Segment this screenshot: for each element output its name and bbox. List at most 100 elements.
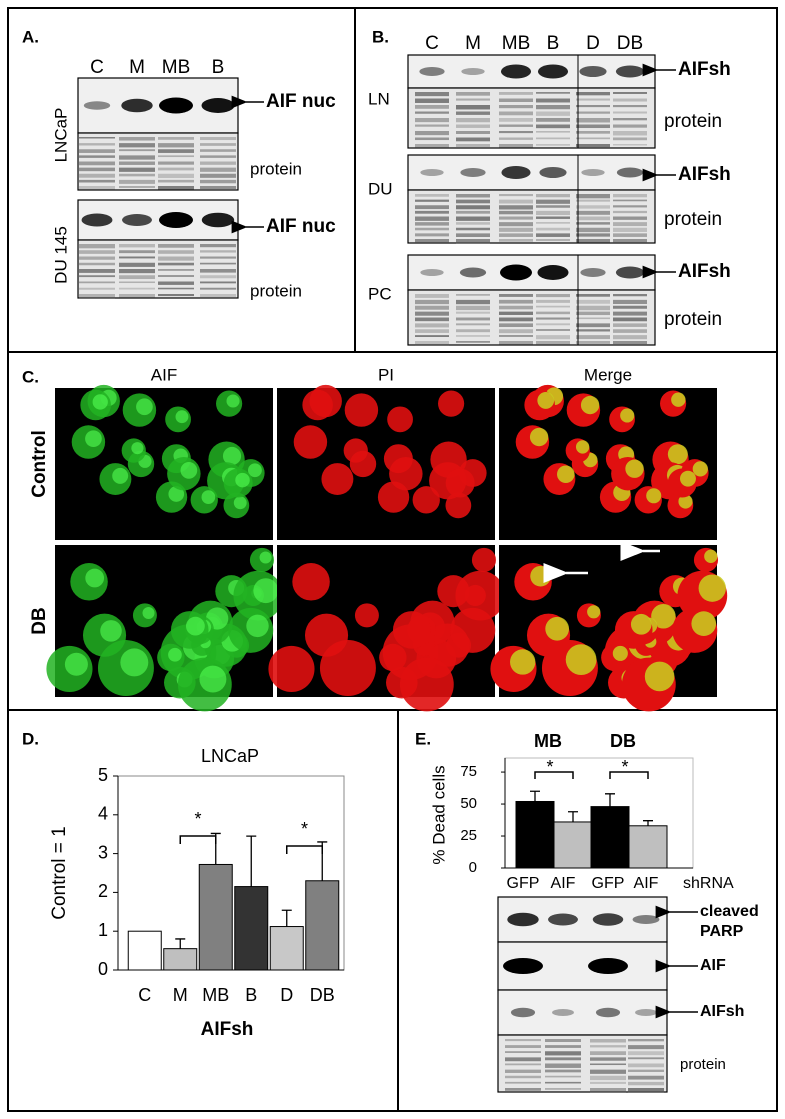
significance-label: * (546, 757, 553, 777)
protein-band (628, 1039, 664, 1042)
protein-band (200, 275, 236, 279)
protein-band (499, 137, 533, 140)
cell (438, 390, 465, 417)
protein-band (119, 167, 155, 172)
label: B. (372, 27, 389, 46)
label: C. (22, 367, 39, 386)
y-tick-label: 1 (98, 920, 108, 940)
protein-band (499, 227, 533, 232)
protein-band (79, 294, 115, 299)
label: M (465, 33, 481, 54)
protein-band (613, 144, 647, 146)
protein-band (576, 299, 610, 304)
protein-band (456, 294, 490, 296)
protein-band (456, 210, 490, 214)
protein-band (576, 137, 610, 140)
protein-band (499, 199, 533, 204)
protein-band (415, 144, 449, 148)
blot-band (459, 267, 487, 278)
protein-band (613, 341, 647, 346)
label: AIFsh (678, 59, 731, 80)
x-tick-label: C (138, 985, 151, 1005)
y-tick-label: 3 (98, 842, 108, 862)
cell-overlap (646, 488, 662, 504)
protein-band (536, 329, 570, 331)
protein-band (158, 149, 194, 153)
cell-overlap (557, 465, 575, 484)
cell-overlap (612, 645, 628, 661)
significance-label: * (621, 757, 628, 777)
protein-band (628, 1057, 664, 1060)
protein-band (505, 1039, 541, 1042)
cell (389, 456, 423, 491)
protein-band (576, 131, 610, 134)
cell-overlap (692, 461, 708, 477)
protein-band (79, 269, 115, 273)
cell (412, 486, 440, 514)
protein-band (119, 149, 155, 152)
protein-band (415, 317, 449, 322)
protein-band (456, 317, 490, 321)
protein-band (415, 329, 449, 333)
protein-band (79, 179, 115, 183)
label: C (90, 57, 104, 78)
cell (379, 643, 407, 672)
y-axis-label: Control = 1 (49, 826, 70, 919)
cell-spot (92, 394, 108, 410)
protein-band (536, 118, 570, 122)
cell-overlap (529, 427, 549, 447)
protein-band (545, 1045, 581, 1048)
cell (344, 393, 379, 427)
protein-band (415, 194, 449, 197)
error-bar (530, 790, 540, 802)
protein-band (628, 1081, 664, 1086)
blot-band (503, 958, 543, 974)
protein-band (158, 269, 194, 271)
cell-overlap (575, 440, 590, 454)
protein-band (628, 1088, 664, 1093)
protein-band (613, 216, 647, 220)
protein-band (79, 262, 115, 266)
cell-overlap (537, 392, 555, 409)
blot (497, 1034, 668, 1093)
protein-band (456, 239, 490, 244)
protein-band (576, 92, 610, 96)
protein-band (505, 1045, 541, 1048)
label: protein (664, 111, 722, 132)
cell (445, 468, 475, 498)
blot-band (201, 212, 235, 228)
protein-band (456, 329, 490, 333)
blot-band (539, 167, 567, 178)
protein-band (628, 1045, 664, 1050)
significance-bracket (609, 771, 649, 779)
label: DU (368, 179, 393, 198)
protein-band (456, 305, 490, 311)
protein-band (415, 124, 449, 127)
protein-band (536, 210, 570, 216)
protein-band (158, 167, 194, 171)
protein-band (576, 105, 610, 108)
protein-band (536, 323, 570, 326)
cell-spot (235, 472, 250, 488)
protein-band (545, 1088, 581, 1090)
label: protein (250, 281, 302, 300)
protein-band (79, 167, 115, 172)
protein-band (415, 239, 449, 243)
protein-band (456, 105, 490, 110)
protein-band (576, 111, 610, 114)
protein-band (79, 137, 115, 139)
protein-band (499, 98, 533, 102)
blot-band (159, 212, 193, 228)
cell-overlap (644, 661, 675, 692)
y-tick-label: 4 (98, 804, 108, 824)
label: B (547, 33, 560, 54)
bar (553, 821, 593, 869)
protein-band (119, 250, 155, 254)
protein-band (576, 317, 610, 320)
cell-spot (142, 606, 155, 619)
protein-band (536, 335, 570, 340)
protein-band (628, 1051, 664, 1056)
protein-band (536, 341, 570, 345)
protein-band (158, 262, 194, 266)
cell-spot (259, 551, 272, 564)
